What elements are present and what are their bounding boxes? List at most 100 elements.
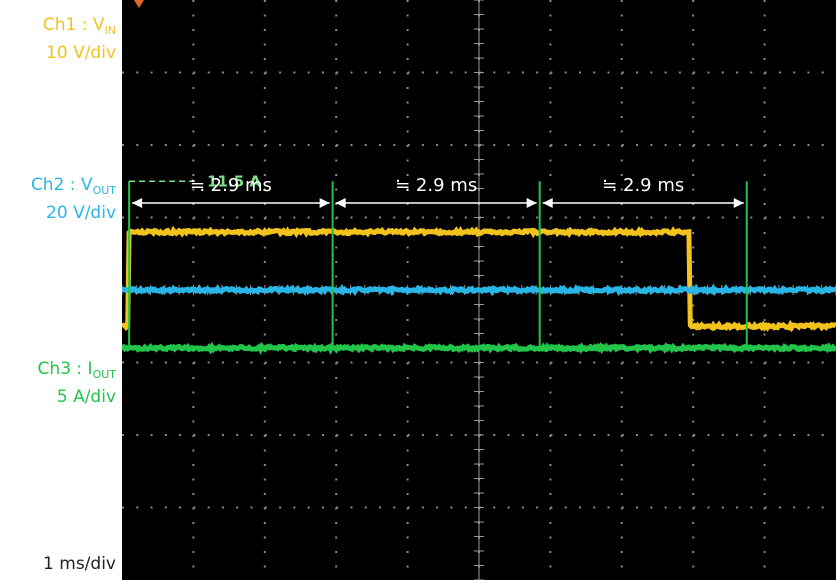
grid-dot [335, 377, 337, 379]
grid-dot [408, 217, 410, 219]
grid-dot [192, 421, 194, 423]
grid-dot [222, 434, 224, 436]
grid-dot [679, 72, 681, 74]
grid-dot [236, 507, 238, 509]
grid-dot [264, 29, 266, 31]
grid-dot [807, 217, 809, 219]
grid-dot [136, 362, 138, 364]
grid-dot [365, 72, 367, 74]
grid-dot [193, 72, 195, 74]
grid-dot [764, 305, 766, 307]
grid-dot [793, 72, 795, 74]
grid-dot [379, 507, 381, 509]
grid-dot [264, 392, 266, 394]
grid-dot [692, 116, 694, 118]
grid-dot [621, 421, 623, 423]
grid-dot [549, 464, 551, 466]
grid-dot [407, 421, 409, 423]
grid-dot [407, 537, 409, 539]
grid-dot [764, 276, 766, 278]
grid-dot [593, 507, 595, 509]
grid-dot [693, 507, 695, 509]
ch3-scale: 5 A/div [38, 386, 116, 408]
grid-dot [549, 160, 551, 162]
grid-dot [335, 131, 337, 133]
grid-dot [764, 377, 766, 379]
grid-dot [765, 217, 767, 219]
grid-dot [549, 479, 551, 481]
grid-dot [692, 247, 694, 249]
interval-label: ≒ 2.9 ms [602, 175, 684, 196]
grid-dot [549, 116, 551, 118]
grid-dot [407, 406, 409, 408]
grid-dot [236, 217, 238, 219]
grid-dot [764, 15, 766, 17]
grid-dot [550, 434, 552, 436]
grid-dot [264, 87, 266, 89]
grid-dot [192, 58, 194, 60]
grid-dot [335, 87, 337, 89]
grid-dot [379, 362, 381, 364]
grid-dot [692, 377, 694, 379]
grid-dot [707, 72, 709, 74]
grid-dot [621, 319, 623, 321]
grid-dot [579, 362, 581, 364]
grid-dot [422, 144, 424, 146]
grid-dot [193, 144, 195, 146]
channel-labels: Ch1 : VIN 10 V/div Ch2 : VOUT 20 V/div C… [0, 0, 120, 580]
grid-dot [264, 377, 266, 379]
grid-dot [508, 144, 510, 146]
grid-dot [722, 434, 724, 436]
grid-dot [408, 362, 410, 364]
grid-dot [549, 377, 551, 379]
grid-dot [264, 522, 266, 524]
grid-dot [264, 406, 266, 408]
grid-dot [493, 507, 495, 509]
grid-dot [165, 362, 167, 364]
grid-dot [636, 362, 638, 364]
grid-dot [165, 507, 167, 509]
grid-dot [136, 217, 138, 219]
grid-dot [579, 507, 581, 509]
grid-dot [608, 362, 610, 364]
grid-dot [565, 507, 567, 509]
grid-dot [807, 507, 809, 509]
grid-dot [264, 551, 266, 553]
grid-dot [550, 72, 552, 74]
grid-dot [549, 0, 551, 2]
grid-dot [136, 507, 138, 509]
grid-dot [407, 450, 409, 452]
grid-dot [692, 87, 694, 89]
grid-dot [636, 72, 638, 74]
grid-dot [549, 551, 551, 553]
grid-dot [636, 217, 638, 219]
grid-dot [407, 87, 409, 89]
grid-dot [764, 116, 766, 118]
grid-dot [722, 144, 724, 146]
grid-dot [636, 144, 638, 146]
grid-dot [393, 362, 395, 364]
grid-dot [779, 434, 781, 436]
grid-dot [365, 434, 367, 436]
grid-dot [650, 362, 652, 364]
grid-dot [192, 160, 194, 162]
grid-dot [621, 29, 623, 31]
grid-dot [335, 392, 337, 394]
grid-dot [750, 434, 752, 436]
grid-dot [621, 102, 623, 104]
grid-dot [407, 29, 409, 31]
grid-dot [264, 276, 266, 278]
grid-dot [707, 507, 709, 509]
grid-dot [522, 434, 524, 436]
grid-dot [764, 551, 766, 553]
grid-dot [436, 72, 438, 74]
grid-dot [692, 334, 694, 336]
annotations: 11.5 A≒ 2.9 ms ≒ 2.9 ms ≒ 2.9 ms [129, 172, 744, 208]
grid-dot [335, 334, 337, 336]
interval-label: ≒ 2.9 ms [190, 175, 272, 196]
grid-dot [264, 160, 266, 162]
grid-dot [621, 0, 623, 2]
grid-dot [192, 392, 194, 394]
grid-dot [293, 72, 295, 74]
grid-dot [692, 58, 694, 60]
